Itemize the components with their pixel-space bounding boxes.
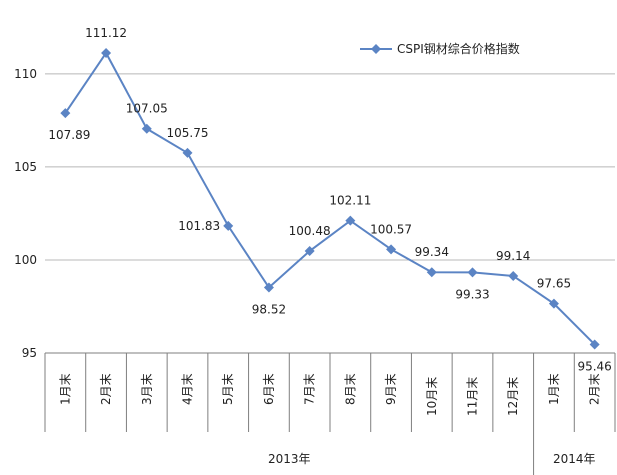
data-point (426, 267, 437, 278)
series-line-group (64, 51, 596, 346)
x-group-label: 2014年 (553, 452, 596, 466)
x-tick-label: 3月末 (140, 373, 154, 405)
x-axis: 1月末 2月末 3月末 4月末 5月末 6月末 7月末 8月末 9月末 10月末 11月末 12月末 1… (44, 353, 616, 475)
data-point (60, 108, 71, 119)
x-tick-label: 5月末 (221, 373, 235, 405)
y-tick-label: 95 (22, 346, 37, 360)
data-label: 99.34 (415, 245, 449, 259)
data-point (508, 270, 519, 281)
y-tick-label: 100 (14, 253, 37, 267)
x-tick-label: 9月末 (384, 373, 398, 405)
data-point (223, 220, 234, 231)
data-label: 95.46 (577, 359, 611, 373)
data-label: 99.33 (455, 287, 489, 301)
data-label: 99.14 (496, 249, 530, 263)
x-tick-label: 2月末 (99, 373, 113, 405)
y-tick-label: 105 (14, 160, 37, 174)
x-tick-label: 4月末 (181, 373, 195, 405)
x-group-label: 2013年 (268, 452, 311, 466)
x-tick-label: 7月末 (303, 373, 317, 405)
data-point (467, 267, 478, 278)
series-line (64, 51, 596, 346)
x-tick-label: 1月末 (58, 373, 72, 405)
data-point-group (60, 47, 600, 350)
data-label: 101.83 (178, 219, 220, 233)
data-point (548, 298, 559, 309)
data-label: 98.52 (252, 302, 286, 316)
legend-label: CSPI钢材综合价格指数 (397, 41, 520, 56)
data-label: 102.11 (329, 194, 371, 208)
data-label: 97.65 (537, 277, 571, 291)
x-tick-label: 2月末 (588, 373, 602, 405)
data-point (141, 123, 152, 134)
y-axis-tick-labels: 95 100 105 110 (14, 67, 37, 360)
data-label: 111.12 (85, 26, 127, 40)
y-tick-label: 110 (14, 67, 37, 81)
data-label: 107.89 (48, 128, 90, 142)
data-point (345, 215, 356, 226)
x-tick-label: 6月末 (262, 373, 276, 405)
data-point (386, 244, 397, 255)
data-label: 107.05 (126, 102, 168, 116)
x-tick-label: 10月末 (425, 377, 439, 416)
data-label: 100.57 (370, 222, 412, 236)
data-point (263, 282, 274, 293)
data-label: 105.75 (167, 126, 209, 140)
x-tick-label: 12月末 (506, 377, 520, 416)
data-point (101, 47, 112, 58)
data-point (182, 147, 193, 158)
legend-marker-swatch (371, 44, 381, 54)
data-point (589, 339, 600, 350)
x-tick-label: 11月末 (466, 377, 480, 416)
data-point (304, 246, 315, 257)
data-label-group: 107.89 111.12 107.05 105.75 101.83 98.52 100.4… (48, 26, 611, 373)
x-tick-label: 1月末 (547, 373, 561, 405)
data-label: 100.48 (289, 224, 331, 238)
legend: CSPI钢材综合价格指数 (360, 41, 520, 56)
x-tick-label: 8月末 (343, 373, 357, 405)
